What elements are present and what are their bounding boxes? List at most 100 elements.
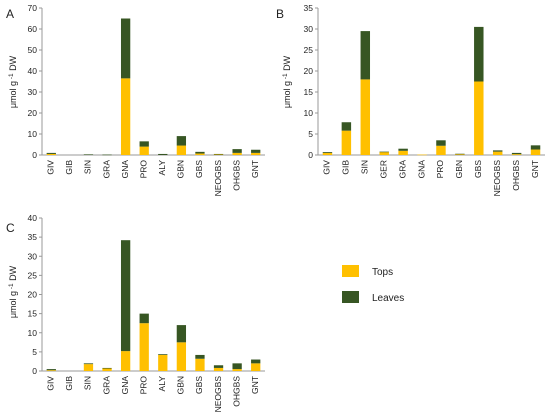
bar-leaves: [195, 151, 205, 154]
panel-label: C: [6, 221, 15, 235]
bar-tops: [322, 152, 333, 155]
x-tick-label: GNT: [250, 376, 260, 394]
bar-tops: [232, 152, 242, 155]
y-tick-label: 35: [28, 232, 38, 242]
legend-label-tops: Tops: [372, 267, 393, 278]
bar-leaves: [120, 240, 131, 352]
bar-tops: [83, 364, 94, 371]
y-tick-label: 35: [304, 3, 314, 13]
y-axis-label: μmol g -1 DW: [8, 55, 18, 108]
x-tick-label: PRO: [435, 160, 445, 179]
bar-leaves: [176, 136, 187, 146]
bar-tops: [139, 323, 149, 371]
bar-leaves: [120, 18, 131, 79]
bar-tops: [120, 78, 131, 155]
bar-leaves: [511, 152, 522, 155]
x-tick-label: GER: [378, 160, 388, 178]
y-axis-label: μmol g -1 DW: [282, 55, 292, 108]
y-tick-label: 40: [28, 66, 38, 76]
x-tick-label: GIV: [46, 376, 56, 391]
bar-leaves: [102, 154, 112, 156]
x-tick-label: GRA: [101, 160, 111, 179]
x-tick-label: SIN: [360, 160, 370, 174]
bar-leaves: [530, 145, 541, 150]
bar-leaves: [213, 153, 224, 155]
x-tick-label: GNT: [250, 160, 260, 178]
x-tick-label: GBS: [473, 160, 483, 178]
bar-tops: [46, 370, 56, 371]
y-tick-label: 25: [304, 45, 314, 55]
x-tick-label: PRO: [138, 160, 148, 179]
y-tick-label: 5: [32, 347, 37, 357]
bar-leaves: [492, 150, 503, 152]
bar-leaves: [158, 153, 168, 155]
x-tick-label: ALY: [157, 160, 167, 176]
bar-tops: [360, 79, 371, 155]
y-tick-label: 30: [28, 251, 38, 261]
x-tick-label: GRA: [397, 160, 407, 179]
bar-leaves: [102, 367, 112, 369]
x-tick-label: SIN: [83, 376, 93, 390]
x-tick-label: GBS: [194, 376, 204, 394]
bar-tops: [341, 130, 352, 155]
y-tick-label: 30: [28, 87, 38, 97]
bar-tops: [251, 152, 261, 155]
y-tick-label: 10: [28, 328, 38, 338]
bar-leaves: [139, 141, 149, 147]
y-tick-label: 30: [304, 24, 314, 34]
bar-tops: [120, 351, 131, 371]
x-tick-label: GIV: [46, 160, 56, 175]
bar-tops: [398, 150, 408, 155]
y-tick-label: 15: [28, 309, 38, 319]
bar-tops: [213, 154, 224, 155]
bar-tops: [251, 363, 261, 371]
bar-leaves: [232, 149, 242, 153]
x-tick-label: GNA: [120, 376, 130, 395]
x-tick-label: GRA: [101, 376, 111, 395]
bar-tops: [379, 152, 389, 155]
x-tick-label: GBS: [194, 160, 204, 178]
bar-tops: [176, 145, 187, 155]
bar-tops: [139, 146, 149, 155]
x-tick-label: GIV: [322, 160, 332, 175]
x-tick-label: GNA: [416, 160, 426, 179]
y-tick-label: 0: [32, 366, 37, 376]
bar-leaves: [341, 122, 352, 131]
bar-tops: [492, 151, 503, 155]
x-tick-label: GNT: [530, 160, 540, 178]
x-tick-label: GBN: [176, 160, 186, 178]
y-tick-label: 10: [28, 129, 38, 139]
bar-tops: [511, 154, 522, 155]
bar-leaves: [251, 149, 261, 153]
bar-leaves: [46, 152, 56, 154]
bar-leaves: [46, 369, 56, 371]
x-tick-label: NEOGBS: [213, 160, 223, 197]
y-tick-label: 70: [28, 3, 38, 13]
legend-label-leaves: Leaves: [372, 293, 404, 304]
x-tick-label: OHGBS: [511, 160, 521, 191]
x-tick-label: GIB: [341, 160, 351, 175]
x-tick-label: NEOGBS: [492, 160, 502, 197]
x-tick-label: SIN: [83, 160, 93, 174]
x-tick-label: NEOGBS: [213, 376, 223, 413]
y-tick-label: 20: [28, 290, 38, 300]
x-tick-label: GBN: [454, 160, 464, 178]
bar-leaves: [251, 359, 261, 364]
bar-leaves: [232, 363, 242, 370]
bar-leaves: [139, 313, 149, 324]
bar-leaves: [360, 31, 371, 80]
legend-swatch-tops: [342, 265, 359, 277]
bar-leaves: [83, 363, 94, 365]
y-axis-label: μmol g -1 DW: [8, 265, 18, 318]
y-tick-label: 0: [32, 150, 37, 160]
legend-swatch-leaves: [342, 291, 359, 303]
bar-leaves: [474, 26, 484, 82]
y-tick-label: 20: [304, 66, 314, 76]
bar-leaves: [436, 140, 446, 146]
bar-leaves: [455, 153, 465, 155]
bar-tops: [195, 358, 205, 371]
